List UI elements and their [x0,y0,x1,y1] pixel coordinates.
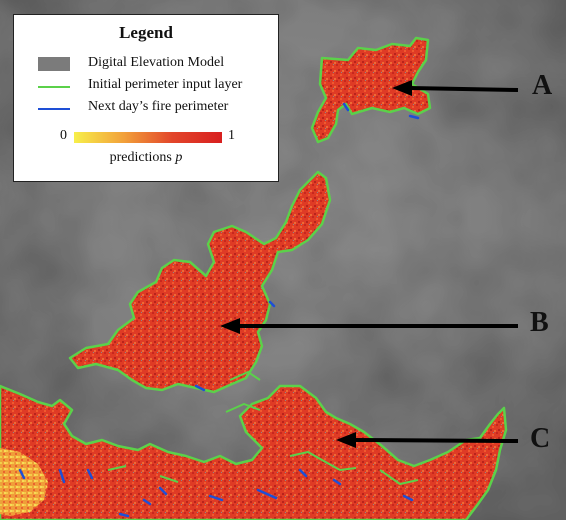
marker-a-label: A [532,70,553,101]
colorbar-max-label: 1 [228,128,235,143]
legend: Legend Digital Elevation Model Initial p… [13,14,279,182]
next-day-perimeter-swatch [38,108,70,110]
fire-region-c [0,384,508,520]
marker-b-label: B [530,307,549,338]
arrow-c [336,432,519,448]
colorbar-min-label: 0 [60,128,67,143]
marker-c-label: C [530,423,551,454]
fire-region-b [68,170,332,394]
arrow-a [392,80,519,96]
legend-item-dem-label: Digital Elevation Model [88,55,225,70]
arrow-b [220,318,518,334]
perimeter-internal [107,371,419,485]
legend-item-initial-perimeter-label: Initial perimeter input layer [88,77,243,92]
next-day-perimeter [18,102,420,518]
fire-region-a [310,36,432,144]
dem-swatch [38,57,70,71]
legend-item-next-day-perimeter-label: Next day’s fire perimeter [88,99,229,114]
prediction-colorbar [74,132,222,143]
legend-title: Legend [119,23,173,42]
fire-hotspot [0,448,48,516]
initial-perimeter-swatch [38,86,70,88]
colorbar-label: predictions p [109,150,183,165]
